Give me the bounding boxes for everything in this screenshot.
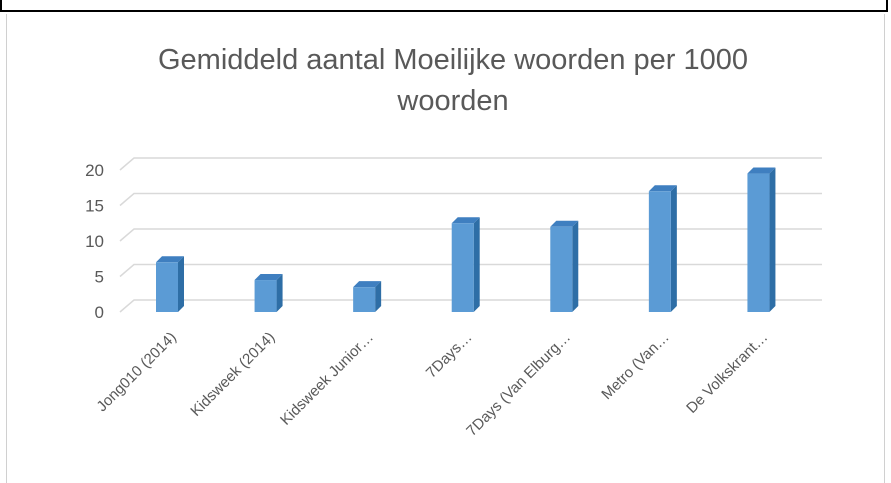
bar [550,220,579,312]
y-axis-ticks: 0 5 10 15 20 [85,161,104,322]
bar [156,256,184,312]
y-tick-label: 15 [85,197,104,216]
x-tick-label: Kidsweek Junior… [277,329,377,429]
x-tick-label: 7Days (Van Elburg… [463,329,574,440]
x-tick-label: De Volkskrant… [683,329,771,417]
right-border-line [884,14,885,483]
x-tick-label: Jong010 (2014) [93,329,179,415]
bar [747,167,776,312]
gridline [119,228,822,242]
x-axis-ticks: Jong010 (2014) Kidsweek (2014)Kidsweek Ju… [93,329,771,440]
y-tick-label: 0 [95,303,104,322]
gridline [119,157,822,171]
bar [648,185,677,312]
chart-title-line-1: Gemiddeld aantal Moeilijke woorden per 1… [158,44,748,76]
gridline [119,263,822,278]
bar [353,281,382,312]
x-tick-label: Metro (Van… [598,329,672,403]
y-tick-label: 5 [95,268,104,287]
y-tick-label: 20 [85,161,104,180]
gridlines [119,157,822,313]
x-tick-label: Kidsweek (2014) [187,329,278,420]
bar [254,274,283,312]
gridline [119,192,822,207]
chart-title-line-2: woorden [396,85,508,117]
bar [451,217,480,312]
gridline [119,299,822,313]
top-border-box [0,0,888,12]
x-tick-label: 7Days… [423,329,476,382]
left-border-line [6,14,7,483]
bars [156,167,776,312]
y-tick-label: 10 [85,232,104,251]
